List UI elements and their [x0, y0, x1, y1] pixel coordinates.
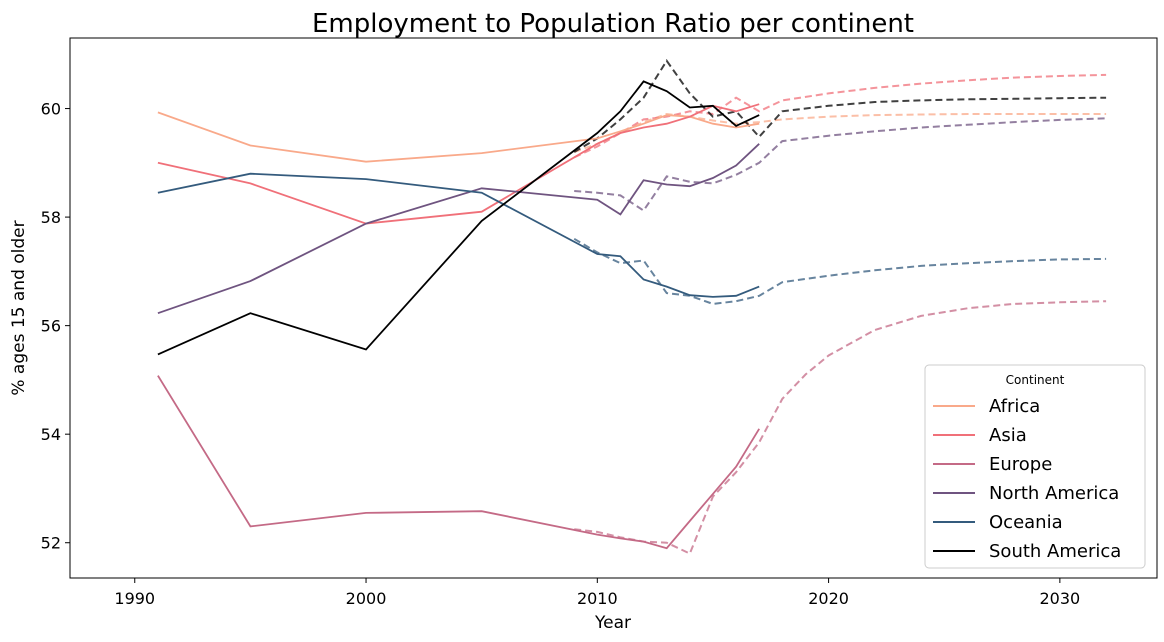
- x-tick-label: 2020: [808, 589, 849, 608]
- x-axis-label: Year: [594, 613, 631, 633]
- y-tick-label: 52: [41, 534, 61, 553]
- y-axis-label: % ages 15 and older: [9, 220, 29, 395]
- legend-title: Continent: [1006, 373, 1065, 387]
- x-tick-label: 2030: [1040, 589, 1081, 608]
- x-tick-label: 2010: [577, 589, 618, 608]
- y-tick-label: 60: [41, 100, 61, 119]
- legend-items: Africa Asia Europe North America Oceania Sout…: [933, 396, 1121, 562]
- series-north-america-line: [157, 143, 760, 315]
- legend-label-africa: Africa: [989, 396, 1040, 417]
- y-axis: 52 54 56 58 60: [41, 100, 70, 553]
- series-south-america-forecast-line: [573, 58, 1107, 153]
- y-tick-label: 54: [41, 425, 61, 444]
- series-europe-line: [157, 375, 760, 550]
- legend-label-asia: Asia: [989, 425, 1027, 446]
- series-oceania-forecast-line: [573, 237, 1107, 305]
- legend-label-north-america: North America: [989, 483, 1119, 504]
- x-axis: 1990 2000 2010 2020 2030: [114, 578, 1080, 608]
- y-tick-label: 58: [41, 208, 61, 227]
- x-tick-label: 2000: [346, 589, 387, 608]
- legend-label-oceania: Oceania: [989, 512, 1063, 533]
- series-asia-forecast-line: [573, 73, 1107, 159]
- plot-frame: [69, 37, 1158, 579]
- chart-title: Employment to Population Ratio per conti…: [312, 9, 914, 39]
- legend-label-europe: Europe: [989, 454, 1052, 475]
- series-north-america-forecast-line: [574, 117, 1107, 212]
- legend-box: [924, 364, 1146, 569]
- series-oceania-line: [157, 172, 760, 298]
- series-south-america-line: [157, 80, 760, 356]
- y-tick-label: 56: [41, 317, 61, 336]
- plot-lines: [157, 58, 1107, 555]
- series-africa-line: [157, 111, 760, 163]
- series-asia-line: [157, 103, 760, 225]
- legend: Continent Africa Asia Europe North America O…: [924, 364, 1146, 569]
- legend-label-south-america: South America: [989, 541, 1121, 562]
- x-tick-label: 1990: [114, 589, 155, 608]
